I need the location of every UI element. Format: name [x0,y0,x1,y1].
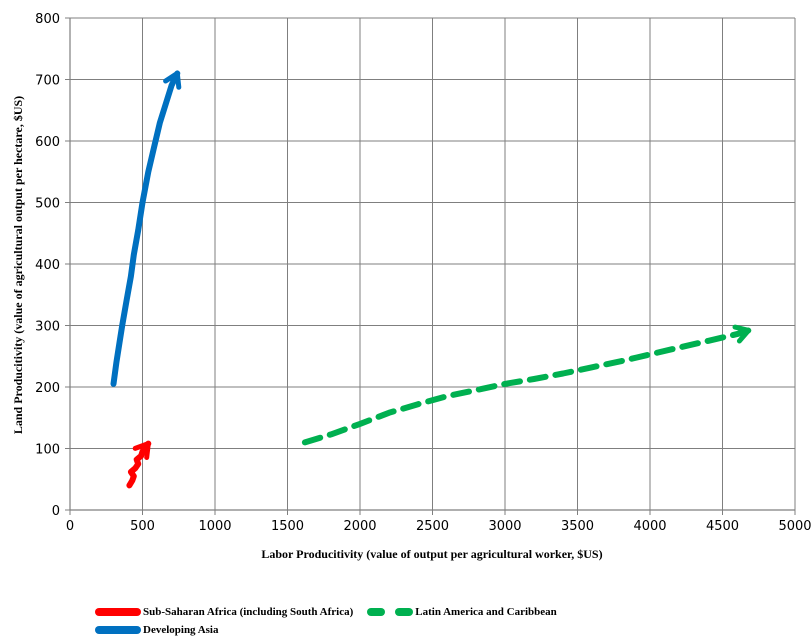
legend: Sub-Saharan Africa (including South Afri… [95,603,735,639]
y-tick-label: 400 [35,258,60,273]
series-group [110,70,752,489]
y-tick-label: 100 [35,443,60,458]
x-tick-label: 2500 [416,519,449,534]
legend-swatch-asia [95,626,141,634]
legend-item-ssa: Sub-Saharan Africa (including South Afri… [95,606,353,618]
y-tick-label: 800 [35,12,60,27]
x-tick-label: 500 [130,519,155,534]
x-tick-label: 0 [66,519,74,534]
x-tick-label: 4500 [706,519,739,534]
x-tick-label: 5000 [778,519,811,534]
legend-row-2: Developing Asia [95,621,735,639]
series-arrowhead-2 [163,70,182,90]
series-arrowhead-1 [732,324,752,344]
chart: 0 500 1000 1500 2000 2500 3000 3500 4000 4500 5000… [11,12,812,561]
x-axis-title: Labor Producitivity (value of output per… [261,547,602,561]
legend-swatch-lac [367,608,414,616]
y-axis-title: Land Producitivity (value of agricultura… [11,96,25,434]
x-tick-label: 1500 [271,519,304,534]
gridlines [65,17,796,515]
y-tick-label: 200 [35,381,60,396]
series-line-2 [110,70,181,387]
y-tick-label: 700 [35,74,60,89]
y-axis-ticks: 0 100 200 300 400 500 600 700 800 [35,12,60,519]
x-tick-label: 1000 [198,519,231,534]
series-line-1 [301,327,752,446]
x-tick-label: 4000 [633,519,666,534]
series-line-0 [126,440,152,489]
y-tick-label: 300 [35,320,60,335]
x-axis-ticks: 0 500 1000 1500 2000 2500 3000 3500 4000 4500 5000 [66,519,812,534]
legend-item-asia: Developing Asia [95,624,218,636]
series-arrowhead-0 [132,441,151,460]
y-tick-label: 500 [35,197,60,212]
legend-swatch-ssa [95,608,141,616]
x-tick-label: 2000 [343,519,376,534]
legend-label-lac: Latin America and Caribbean [415,606,557,618]
x-tick-label: 3500 [561,519,594,534]
x-tick-label: 3000 [488,519,521,534]
legend-label-ssa: Sub-Saharan Africa (including South Afri… [143,606,354,618]
y-tick-label: 0 [52,504,60,519]
legend-item-lac: Latin America and Caribbean [367,606,557,618]
y-tick-label: 600 [35,135,60,150]
legend-label-asia: Developing Asia [143,624,219,636]
legend-row-1: Sub-Saharan Africa (including South Afri… [95,603,735,621]
